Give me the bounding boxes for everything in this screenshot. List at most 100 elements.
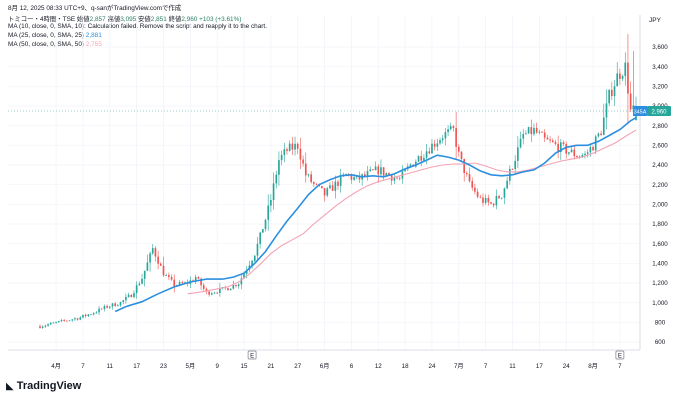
candle-body[interactable]	[396, 177, 398, 179]
candle-body[interactable]	[517, 147, 519, 161]
candle-body[interactable]	[613, 86, 616, 97]
candle-body[interactable]	[404, 169, 406, 172]
candle-body[interactable]	[146, 262, 149, 271]
candle-body[interactable]	[280, 154, 283, 161]
candle-body[interactable]	[251, 260, 253, 266]
candle-body[interactable]	[208, 291, 210, 295]
candle-body[interactable]	[479, 196, 482, 198]
tradingview-logo[interactable]: ◣ TradingView	[6, 380, 81, 392]
candle-body[interactable]	[92, 313, 95, 315]
candle-body[interactable]	[415, 161, 417, 167]
candle-body[interactable]	[151, 248, 154, 254]
candle-body[interactable]	[366, 171, 369, 177]
candle-body[interactable]	[568, 152, 570, 154]
candle-body[interactable]	[159, 263, 162, 266]
candle-body[interactable]	[68, 320, 71, 322]
candle-body[interactable]	[288, 143, 291, 151]
candle-body[interactable]	[52, 322, 55, 324]
candle-body[interactable]	[565, 144, 568, 154]
candle-body[interactable]	[487, 197, 490, 203]
candle-body[interactable]	[95, 312, 98, 314]
candle-body[interactable]	[49, 322, 52, 325]
candle-body[interactable]	[272, 183, 275, 200]
candle-body[interactable]	[519, 138, 522, 148]
candle-body[interactable]	[398, 178, 401, 180]
candle-body[interactable]	[393, 177, 396, 181]
candle-body[interactable]	[629, 93, 632, 110]
candle-body[interactable]	[119, 302, 122, 306]
candle-body[interactable]	[374, 166, 377, 171]
candle-body[interactable]	[441, 138, 444, 141]
candle-body[interactable]	[584, 153, 586, 156]
symbol-label[interactable]: トミコー・4時間・TSE	[8, 16, 76, 23]
ma10-legend[interactable]: MA (10, close, 0, SMA, 10): Calculation …	[8, 23, 267, 30]
candle-body[interactable]	[57, 321, 60, 323]
candle-body[interactable]	[262, 229, 264, 233]
candle-body[interactable]	[466, 173, 468, 175]
candle-body[interactable]	[267, 205, 270, 220]
candle-body[interactable]	[71, 319, 74, 321]
candle-body[interactable]	[213, 292, 216, 294]
candle-body[interactable]	[296, 143, 299, 149]
candle-body[interactable]	[350, 174, 353, 180]
candle-body[interactable]	[149, 253, 151, 263]
candle-body[interactable]	[299, 148, 302, 160]
earnings-marker-box[interactable]	[615, 350, 625, 360]
candle-body[interactable]	[385, 172, 388, 176]
candle-body[interactable]	[275, 174, 278, 184]
candle-body[interactable]	[270, 199, 272, 206]
candle-body[interactable]	[600, 133, 602, 135]
candle-body[interactable]	[500, 197, 503, 199]
candle-body[interactable]	[570, 149, 573, 153]
candle-body[interactable]	[605, 103, 608, 118]
candle-body[interactable]	[490, 202, 492, 204]
candle-body[interactable]	[178, 282, 181, 286]
candle-body[interactable]	[44, 325, 47, 327]
candle-body[interactable]	[377, 166, 380, 175]
earnings-marker-box[interactable]	[247, 350, 257, 360]
candle-body[interactable]	[210, 293, 213, 295]
candle-body[interactable]	[84, 314, 87, 317]
candle-body[interactable]	[47, 324, 49, 326]
candle-body[interactable]	[425, 151, 428, 158]
candle-body[interactable]	[39, 326, 41, 328]
candle-body[interactable]	[409, 164, 412, 167]
candle-body[interactable]	[372, 169, 374, 171]
candle-body[interactable]	[358, 175, 361, 180]
candle-body[interactable]	[439, 140, 441, 144]
candle-body[interactable]	[245, 269, 248, 274]
candle-body[interactable]	[597, 133, 600, 137]
candle-body[interactable]	[41, 326, 44, 328]
candle-body[interactable]	[463, 159, 466, 174]
candle-body[interactable]	[530, 127, 533, 135]
candle-body[interactable]	[562, 142, 565, 145]
candle-body[interactable]	[135, 285, 138, 294]
candle-body[interactable]	[449, 126, 452, 130]
candle-body[interactable]	[326, 188, 329, 196]
candle-body[interactable]	[63, 320, 65, 321]
candle-body[interactable]	[307, 174, 310, 176]
candle-body[interactable]	[495, 196, 498, 206]
candle-body[interactable]	[125, 296, 127, 301]
candle-body[interactable]	[334, 181, 337, 191]
candle-body[interactable]	[168, 275, 170, 277]
candle-body[interactable]	[232, 284, 235, 289]
candle-body[interactable]	[229, 288, 232, 291]
candle-body[interactable]	[55, 322, 57, 323]
candle-body[interactable]	[170, 276, 173, 280]
candle-body[interactable]	[329, 185, 331, 189]
candle-body[interactable]	[264, 219, 267, 230]
candle-body[interactable]	[557, 143, 559, 153]
candle-body[interactable]	[554, 142, 557, 144]
candle-body[interactable]	[90, 314, 92, 316]
candle-body[interactable]	[621, 76, 624, 79]
candle-body[interactable]	[431, 143, 433, 154]
candle-body[interactable]	[154, 248, 157, 257]
candle-body[interactable]	[549, 139, 551, 141]
candle-body[interactable]	[200, 278, 202, 286]
candle-body[interactable]	[380, 167, 382, 175]
candle-body[interactable]	[522, 134, 525, 139]
candle-body[interactable]	[444, 132, 447, 139]
candle-body[interactable]	[219, 288, 221, 293]
candle-body[interactable]	[291, 143, 294, 150]
